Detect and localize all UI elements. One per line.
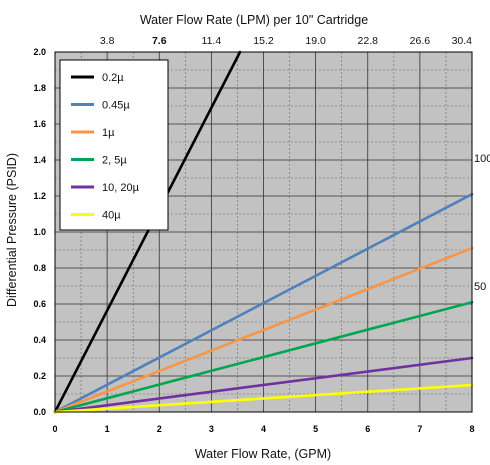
top-tick-label: 19.0 bbox=[305, 35, 326, 47]
x-tick-label: 3 bbox=[209, 424, 214, 434]
annotations: 100 50 bbox=[474, 153, 490, 293]
x-tick-label: 2 bbox=[157, 424, 162, 434]
y-tick-label: 0.0 bbox=[33, 407, 46, 417]
y-axis-ticks: 0.0 0.2 0.4 0.6 0.8 1.0 1.2 1.4 1.6 1.8 2.0 bbox=[33, 47, 46, 417]
x-axis-title: Water Flow Rate, (GPM) bbox=[195, 447, 331, 461]
top-axis-title: Water Flow Rate (LPM) per 10" Cartridge bbox=[140, 13, 368, 27]
y-axis-title: Differential Pressure (PSID) bbox=[5, 153, 19, 307]
series-line bbox=[53, 246, 474, 414]
top-tick-label: 3.8 bbox=[100, 35, 115, 47]
x-tick-label: 8 bbox=[469, 424, 474, 434]
series-lines bbox=[53, 50, 474, 414]
x-tick-label: 7 bbox=[417, 424, 422, 434]
y-tick-label: 0.4 bbox=[33, 335, 46, 345]
legend-label: 0.45µ bbox=[102, 100, 130, 112]
x-tick-label: 5 bbox=[313, 424, 318, 434]
y-tick-label: 0.2 bbox=[33, 371, 46, 381]
series-line bbox=[53, 300, 474, 414]
top-tick-label: 26.6 bbox=[410, 35, 431, 47]
top-tick-label: 30.4 bbox=[452, 35, 473, 47]
legend: 0.2µ 0.45µ 1µ 2, 5µ 10, 20µ 40µ bbox=[59, 59, 169, 231]
plot-frame bbox=[54, 51, 473, 413]
y-tick-label: 0.6 bbox=[33, 299, 46, 309]
legend-label: 0.2µ bbox=[102, 72, 124, 84]
legend-label: 1µ bbox=[102, 127, 115, 139]
x-tick-label: 4 bbox=[261, 424, 266, 434]
series-line bbox=[53, 50, 242, 414]
annotation-label: 50 bbox=[474, 281, 486, 293]
y-tick-label: 1.2 bbox=[33, 191, 46, 201]
y-tick-label: 1.4 bbox=[33, 155, 46, 165]
top-tick-label: 11.4 bbox=[202, 35, 222, 47]
top-tick-label: 7.6 bbox=[152, 35, 167, 47]
y-tick-label: 2.0 bbox=[33, 47, 46, 57]
top-tick-label: 22.8 bbox=[358, 35, 379, 47]
x-tick-label: 0 bbox=[52, 424, 57, 434]
y-tick-label: 1.8 bbox=[33, 83, 46, 93]
top-tick-label: 15.2 bbox=[253, 35, 274, 47]
x-axis-ticks: 0 1 2 3 4 5 6 7 8 bbox=[52, 424, 474, 434]
series-line bbox=[53, 356, 474, 414]
annotation-label: 100 bbox=[474, 153, 490, 165]
series-line bbox=[53, 383, 474, 414]
top-axis-ticks: 3.8 7.6 11.4 15.2 19.0 22.8 26.6 30.4 bbox=[100, 35, 472, 47]
legend-label: 2, 5µ bbox=[102, 155, 127, 167]
y-tick-label: 1.0 bbox=[33, 227, 46, 237]
legend-label: 40µ bbox=[102, 210, 121, 222]
series-line bbox=[53, 192, 474, 414]
legend-box bbox=[59, 59, 169, 231]
y-tick-label: 0.8 bbox=[33, 263, 46, 273]
y-tick-label: 1.6 bbox=[33, 119, 46, 129]
x-tick-label: 6 bbox=[365, 424, 370, 434]
x-tick-label: 1 bbox=[105, 424, 110, 434]
legend-label: 10, 20µ bbox=[102, 182, 140, 194]
